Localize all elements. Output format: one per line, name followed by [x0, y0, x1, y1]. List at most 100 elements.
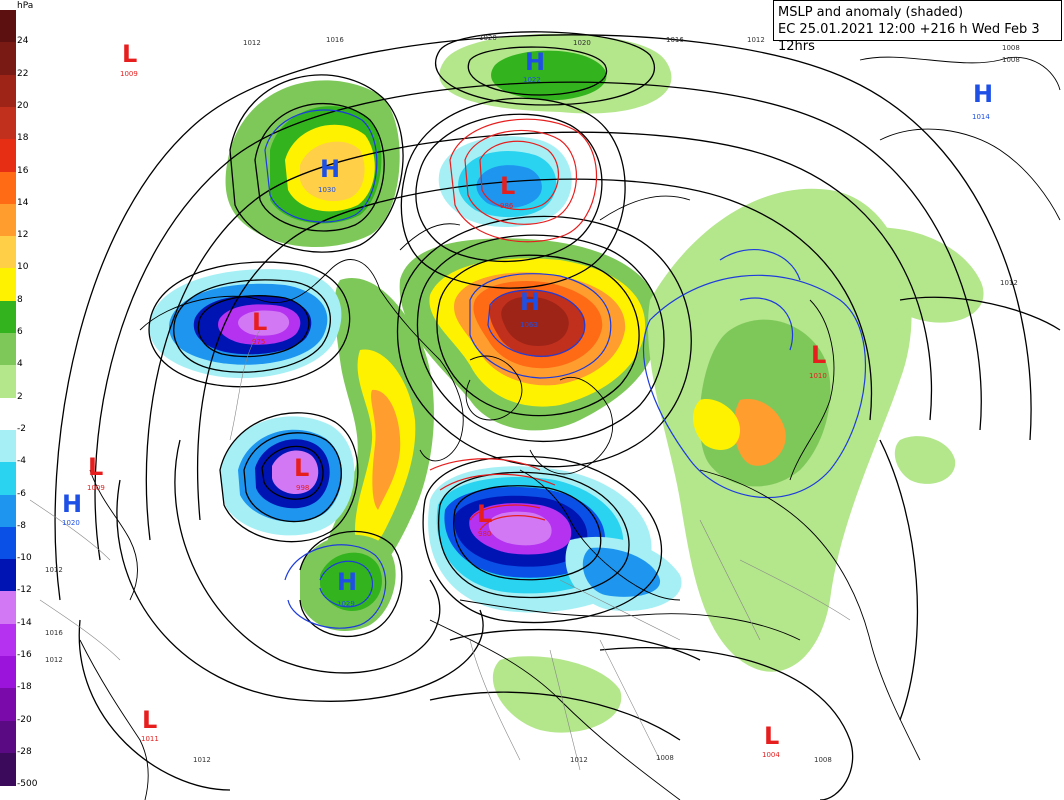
legend-label: -18 — [17, 682, 32, 693]
pressure-center-low: L 998 — [294, 454, 309, 492]
pressure-center-high: H 1030 — [318, 155, 340, 194]
pressure-center-high: H 1014 — [972, 80, 993, 121]
run-info: EC 25.01.2021 12:00 +216 h Wed Feb 3 12h… — [778, 22, 1040, 54]
legend-label: 20 — [17, 100, 29, 111]
legend-label: -20 — [17, 714, 32, 725]
pressure-center-low: L 1009 — [120, 40, 138, 78]
legend-swatch — [0, 526, 16, 560]
legend-label: -16 — [17, 650, 32, 660]
legend-label: -10 — [17, 553, 32, 564]
legend-label: 6 — [17, 327, 23, 337]
anomaly-shading — [149, 33, 984, 733]
center-letter: H — [973, 80, 993, 108]
isobar-label: 1012 — [1000, 279, 1018, 287]
center-letter: H — [520, 288, 540, 316]
legend-swatch — [0, 429, 16, 463]
legend-swatch — [0, 333, 16, 366]
isobar-label: 1012 — [45, 566, 63, 574]
legend-label: -6 — [17, 488, 26, 499]
isobar-label: 1008 — [656, 754, 674, 762]
center-value: 1010 — [809, 372, 827, 380]
legend-swatch — [0, 10, 16, 43]
pressure-center-high: H 1029 — [337, 568, 357, 608]
center-letter: H — [320, 155, 340, 183]
center-value: 1011 — [141, 735, 159, 743]
center-value: 1063 — [520, 321, 538, 329]
center-value: 1009 — [120, 70, 138, 78]
legend-swatch — [0, 656, 16, 689]
legend-label: -4 — [17, 456, 26, 467]
pressure-center-low: L 975 — [252, 308, 267, 346]
center-letter: H — [62, 490, 82, 518]
isobar-labels: 1012 1016 1020 1020 1016 1012 1008 1008 … — [45, 34, 1020, 764]
center-value: 975 — [252, 338, 265, 346]
pressure-center-low: L 1010 — [809, 341, 827, 380]
legend-swatch — [0, 752, 16, 786]
pressure-center-low: L 1004 — [762, 722, 780, 759]
legend-label: 2 — [17, 391, 23, 402]
legend-swatch — [0, 494, 16, 528]
center-value: 1022 — [523, 76, 541, 84]
center-letter: L — [477, 500, 492, 528]
center-value: 1029 — [337, 600, 355, 608]
legend-swatch — [0, 268, 16, 302]
center-letter: L — [252, 308, 267, 336]
legend-swatch — [0, 397, 16, 431]
legend-swatch — [0, 203, 16, 237]
pressure-center-low: L 986 — [500, 172, 515, 210]
legend-swatch — [0, 591, 16, 625]
center-letter: L — [294, 454, 309, 482]
isobar-label: 1008 — [814, 756, 832, 764]
center-value: 1004 — [762, 751, 780, 759]
legend-label: 10 — [17, 262, 29, 273]
pressure-center-high: H 1022 — [523, 48, 545, 84]
legend-swatch — [0, 42, 16, 76]
center-value: 1009 — [87, 484, 105, 492]
legend-swatch — [0, 171, 16, 205]
center-letter: L — [142, 706, 157, 734]
legend-unit: hPa — [17, 1, 34, 11]
legend-label: 14 — [17, 197, 29, 208]
anomaly-color-legend: hPa 24 22 20 18 16 14 12 10 8 6 4 2 -2 -4 -6 -8 -10 -12 -1… — [0, 0, 37, 800]
pressure-center-high: H 1020 — [62, 490, 82, 527]
isobar-label: 1020 — [479, 34, 497, 42]
center-letter: L — [500, 172, 515, 200]
legend-label: -12 — [17, 585, 32, 596]
pressure-center-low: L 980 — [477, 500, 492, 538]
isobar-label: 1012 — [243, 39, 261, 47]
legend-label: 8 — [17, 294, 23, 305]
legend-swatch — [0, 74, 16, 108]
isobar-label: 1016 — [666, 36, 684, 44]
center-letter: L — [811, 341, 826, 369]
legend-swatch — [0, 720, 16, 754]
legend-label: -2 — [17, 423, 26, 434]
isobar-label: 1008 — [1002, 56, 1020, 64]
coastlines — [79, 56, 1061, 800]
legend-swatch — [0, 139, 16, 172]
center-value: 980 — [478, 530, 491, 538]
center-letter: L — [88, 453, 103, 481]
title-box: MSLP and anomaly (shaded) EC 25.01.2021 … — [773, 0, 1062, 54]
legend-swatch — [0, 688, 16, 722]
legend-label: 24 — [17, 36, 29, 47]
center-letter: L — [122, 40, 137, 68]
legend-swatch — [0, 623, 16, 657]
legend-label: -28 — [17, 746, 32, 757]
legend-swatch — [0, 462, 16, 495]
legend-label: 16 — [17, 165, 29, 176]
center-value: 998 — [296, 484, 309, 492]
legend-label: -8 — [17, 520, 26, 531]
center-value: 986 — [500, 202, 514, 210]
legend-label: 22 — [17, 68, 29, 79]
anomaly-contours — [264, 109, 866, 629]
pressure-center-low: L 1009 — [87, 453, 105, 492]
borders — [29, 329, 851, 771]
pressure-centers: L 1009 H 1022 H 1030 L 986 H 1014 L 975 — [62, 40, 993, 759]
isobar-label: 1012 — [747, 36, 765, 44]
center-value: 1030 — [318, 186, 336, 194]
isobar-label: 1016 — [45, 629, 63, 637]
legend-label: -14 — [17, 617, 32, 628]
isobar-label: 1012 — [45, 656, 63, 664]
center-letter: L — [764, 722, 779, 750]
